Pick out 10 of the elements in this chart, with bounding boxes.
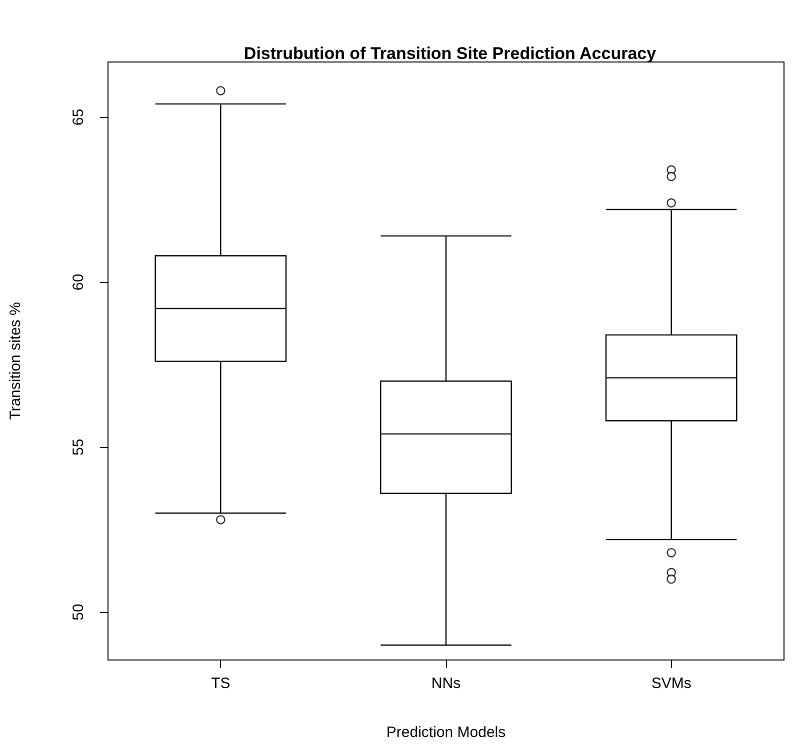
y-tick-label: 65 [70,108,87,126]
y-axis-title: Transition sites % [7,302,24,420]
y-tick-label: 55 [70,438,87,456]
x-tick-label: SVMs [651,675,692,692]
x-axis-title: Prediction Models [386,724,506,741]
y-tick-label: 60 [70,274,87,290]
x-tick-label: NNs [431,675,461,692]
y-tick-label: 50 [70,604,87,620]
x-tick-label: TS [211,675,230,692]
chart-title: Distrubution of Transition Site Prediction Accuracy [244,44,657,63]
